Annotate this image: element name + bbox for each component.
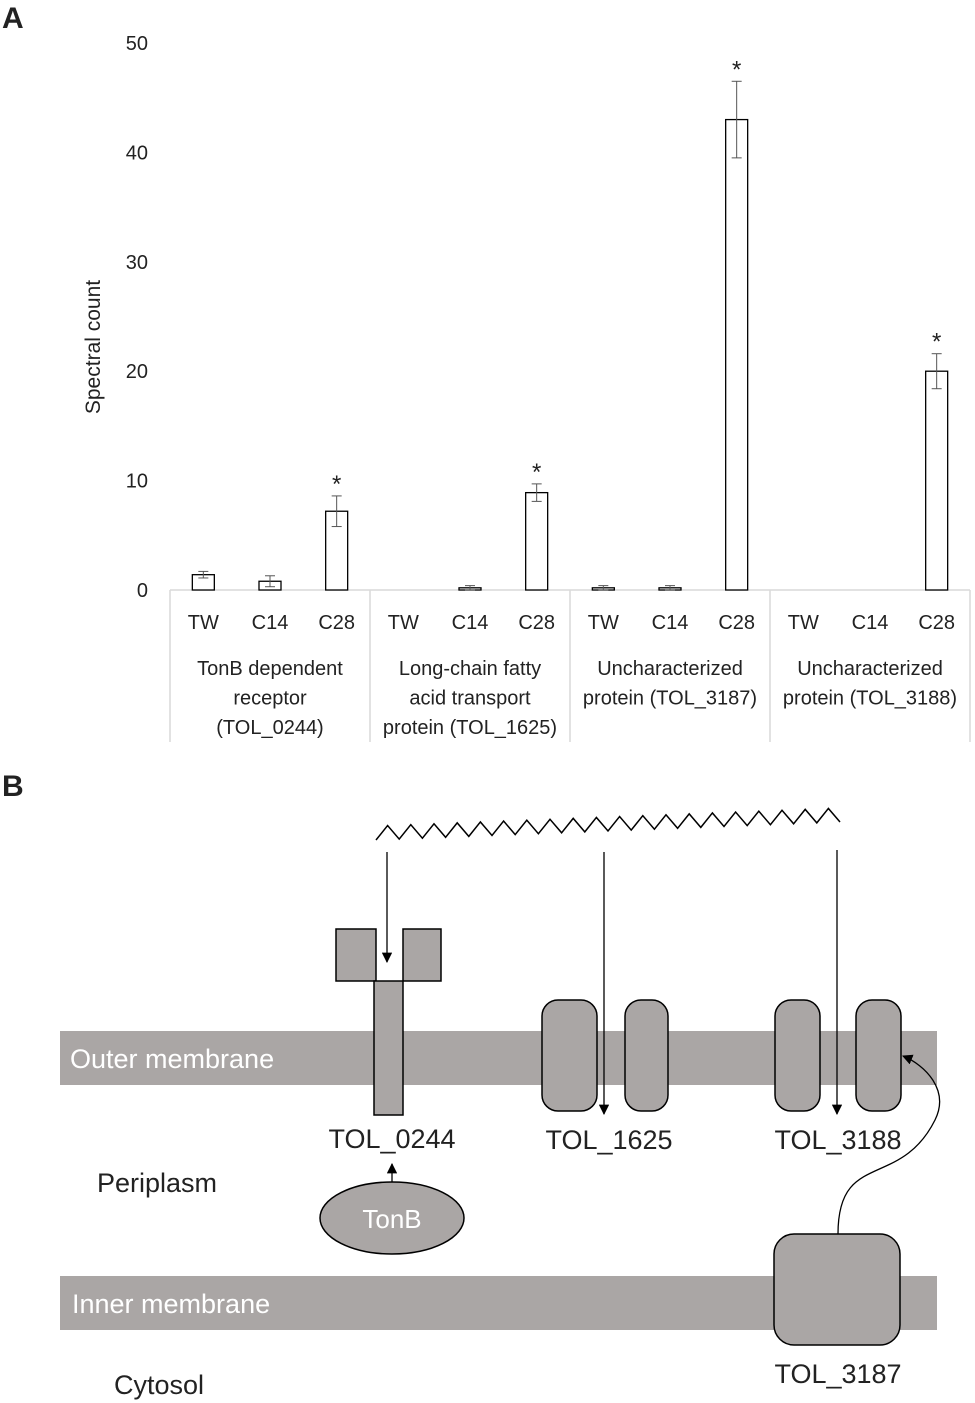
x-tick-label: TW bbox=[588, 612, 619, 634]
group-label: (TOL_0244) bbox=[216, 717, 323, 739]
tol3187 bbox=[773, 1233, 901, 1346]
x-tick-label: C14 bbox=[452, 612, 489, 634]
significance-mark: * bbox=[532, 459, 541, 486]
bar bbox=[925, 370, 949, 591]
significance-mark: * bbox=[932, 329, 941, 356]
group-label: Uncharacterized bbox=[797, 658, 943, 680]
x-tick-label: C14 bbox=[252, 612, 289, 634]
y-tick-label: 10 bbox=[126, 471, 148, 493]
group-label: TonB dependent bbox=[197, 658, 343, 680]
tol0244-domain bbox=[402, 928, 442, 982]
group-label: protein (TOL_3187) bbox=[583, 688, 757, 710]
group-label: acid transport bbox=[409, 688, 531, 710]
fatty-acid-chain bbox=[375, 807, 841, 841]
tol1625-half bbox=[624, 999, 669, 1112]
x-tick-label: TW bbox=[388, 612, 419, 634]
y-axis-label: Spectral count bbox=[82, 280, 105, 414]
y-tick-label: 20 bbox=[126, 361, 148, 383]
tol3188-half bbox=[774, 999, 821, 1112]
x-tick-label: C14 bbox=[652, 612, 689, 634]
y-tick-label: 30 bbox=[126, 252, 148, 274]
x-tick-label: C28 bbox=[918, 612, 955, 634]
tol3188-half bbox=[855, 999, 902, 1112]
protein-label: TOL_3188 bbox=[774, 1125, 901, 1155]
group-label: Long-chain fatty bbox=[399, 658, 541, 680]
x-tick-label: C14 bbox=[852, 612, 889, 634]
group-label: receptor bbox=[233, 688, 307, 710]
group-label: Uncharacterized bbox=[597, 658, 743, 680]
compartment-label: Periplasm bbox=[97, 1168, 217, 1198]
x-tick-label: TW bbox=[188, 612, 219, 634]
protein-label: TOL_1625 bbox=[545, 1125, 672, 1155]
arrow bbox=[837, 1054, 941, 1235]
x-tick-label: C28 bbox=[718, 612, 755, 634]
membrane-label: Outer membrane bbox=[70, 1044, 274, 1074]
compartment-label: Cytosol bbox=[114, 1370, 204, 1400]
significance-mark: * bbox=[332, 471, 341, 498]
x-tick-label: C28 bbox=[518, 612, 555, 634]
tol0244-stem bbox=[373, 980, 404, 1116]
x-tick-label: TW bbox=[788, 612, 819, 634]
y-tick-label: 40 bbox=[126, 142, 148, 164]
bar bbox=[725, 118, 749, 591]
y-tick-label: 50 bbox=[126, 33, 148, 55]
tol0244-domain bbox=[335, 928, 377, 982]
significance-mark: * bbox=[732, 56, 741, 83]
x-tick-label: C28 bbox=[318, 612, 355, 634]
tonb-label: TonB bbox=[362, 1204, 421, 1234]
bar bbox=[525, 491, 549, 591]
panel-label: A bbox=[2, 2, 24, 35]
diagram: Outer membrane Inner membrane Periplasm … bbox=[60, 807, 941, 1400]
protein-label: TOL_0244 bbox=[328, 1124, 455, 1154]
y-tick-label: 0 bbox=[137, 580, 148, 602]
group-label: protein (TOL_1625) bbox=[383, 717, 557, 739]
group-label: protein (TOL_3188) bbox=[783, 688, 957, 710]
tol1625-half bbox=[541, 999, 598, 1112]
protein-label: TOL_3187 bbox=[774, 1359, 901, 1389]
membrane-label: Inner membrane bbox=[72, 1289, 270, 1319]
panel-label: B bbox=[2, 770, 24, 803]
